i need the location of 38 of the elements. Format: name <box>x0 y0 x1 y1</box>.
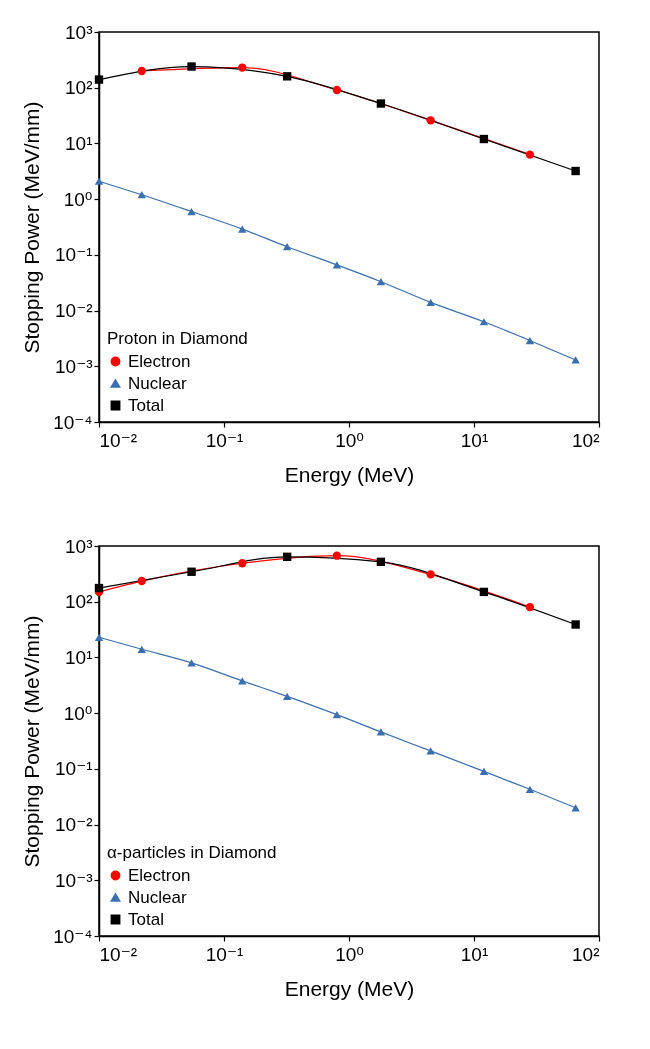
x-tick-label: 10² <box>572 943 600 965</box>
x-tick-label: 10⁻² <box>99 943 137 965</box>
y-tick-label: 10³ <box>65 535 93 557</box>
x-axis-title: Energy (MeV) <box>284 976 415 1000</box>
y-axis-title: Stopping Power (MeV/mm) <box>20 615 44 868</box>
legend-label: Total <box>128 395 164 415</box>
y-tick-label: 10⁻³ <box>55 355 93 377</box>
x-tick-label: 10² <box>572 429 600 451</box>
x-tick-label: 10⁻¹ <box>205 943 244 965</box>
legend-label: Total <box>128 909 164 929</box>
y-tick-label: 10⁰ <box>63 702 93 724</box>
legend-label: Nuclear <box>128 887 187 907</box>
y-tick-label: 10⁰ <box>63 188 93 210</box>
x-tick-label: 10¹ <box>460 943 489 965</box>
y-tick-label: 10¹ <box>65 646 93 668</box>
y-tick-label: 10³ <box>65 21 93 43</box>
y-tick-label: 10² <box>65 77 93 99</box>
x-tick-label: 10⁻² <box>99 429 137 451</box>
legend-title: α-particles in Diamond <box>107 843 277 862</box>
legend-title: Proton in Diamond <box>107 329 248 348</box>
x-axis-title: Energy (MeV) <box>284 462 415 486</box>
legend-label: Electron <box>128 351 191 371</box>
x-tick-label: 10⁰ <box>335 429 364 451</box>
y-tick-label: 10² <box>65 591 93 613</box>
y-tick-label: 10⁻² <box>55 814 93 836</box>
y-tick-label: 10⁻³ <box>55 869 93 891</box>
x-tick-label: 10⁻¹ <box>205 429 244 451</box>
y-tick-label: 10⁻¹ <box>55 244 93 266</box>
x-tick-label: 10⁰ <box>335 943 364 965</box>
y-tick-label: 10⁻⁴ <box>53 925 93 947</box>
legend-label: Electron <box>128 865 191 885</box>
y-tick-label: 10⁻⁴ <box>53 411 93 433</box>
x-tick-label: 10¹ <box>460 429 489 451</box>
y-tick-label: 10⁻¹ <box>55 758 93 780</box>
legend-label: Nuclear <box>128 373 187 393</box>
y-axis-title: Stopping Power (MeV/mm) <box>20 101 44 354</box>
y-tick-label: 10¹ <box>65 132 93 154</box>
y-tick-label: 10⁻² <box>55 300 93 322</box>
